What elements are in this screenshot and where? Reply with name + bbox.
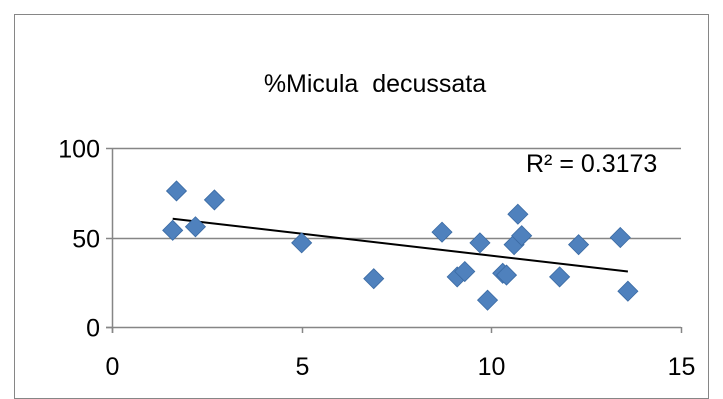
x-tick-label: 5 [296,353,310,381]
x-tick-label: 0 [106,353,120,381]
data-point [431,221,453,243]
data-point [469,232,491,254]
data-point [476,289,499,311]
data-point [495,264,518,286]
y-tick-label: 50 [72,226,100,254]
data-point [617,280,639,302]
y-tick-label: 0 [86,315,100,343]
data-point [165,180,188,202]
chart-title: %Micula decussata [264,70,486,98]
axes [106,147,683,333]
x-tick-labels: 0 5 10 15 [106,353,696,381]
data-point [291,232,313,254]
trendline-group [172,217,629,273]
trendline [172,217,629,273]
data-point [363,268,385,290]
data-point [454,260,476,283]
data-point [549,266,571,288]
chart-frame [14,14,709,399]
x-tick-label: 15 [668,353,696,381]
data-point [203,189,225,211]
y-tick-label: 100 [58,136,100,164]
data-points [162,180,639,311]
data-point [568,234,590,256]
data-point [162,219,184,241]
data-point [511,225,533,247]
data-point [609,226,631,249]
x-tick-label: 10 [478,353,506,381]
data-point [507,203,529,225]
gridlines [112,147,681,240]
data-point [184,216,207,238]
y-tick-labels: 0 50 100 [58,136,100,343]
r-squared-label: R² = 0.3173 [526,150,657,178]
